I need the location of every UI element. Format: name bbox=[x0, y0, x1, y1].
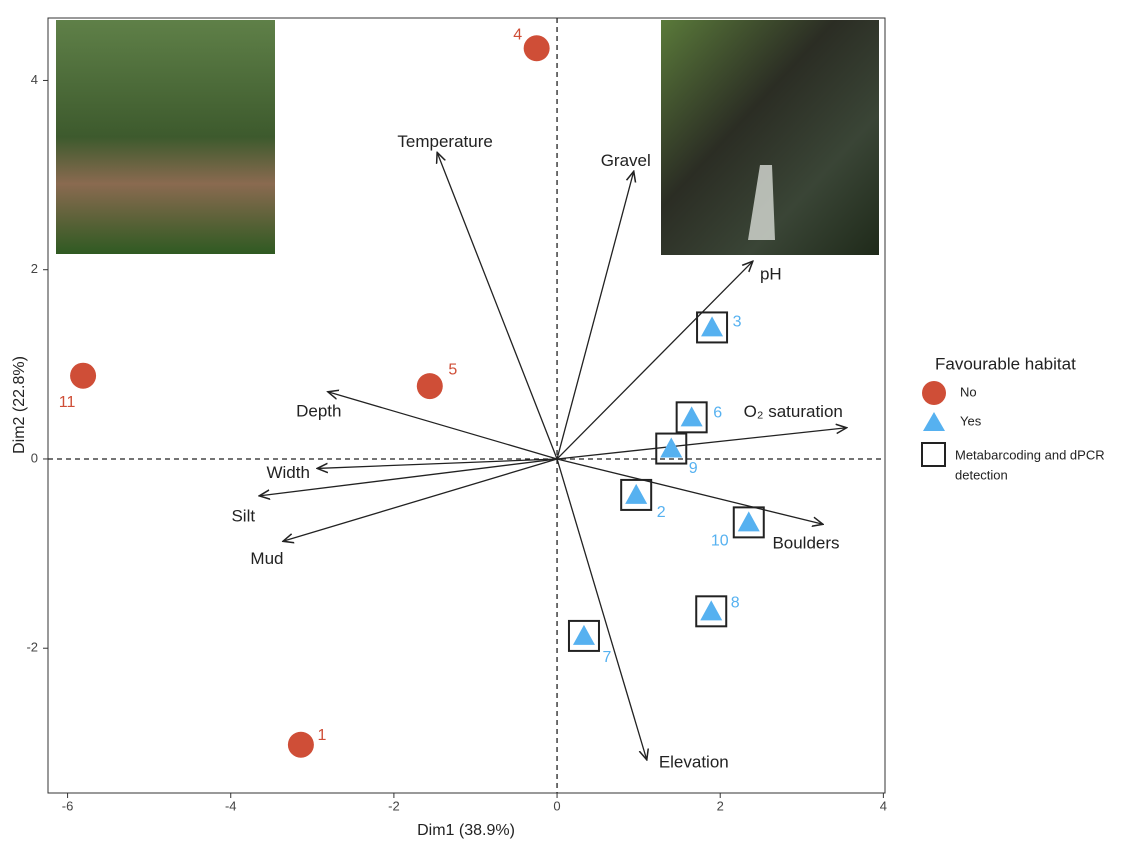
point bbox=[572, 624, 595, 645]
loading-arrow bbox=[317, 458, 558, 468]
x-tick-label: -4 bbox=[225, 798, 237, 813]
point bbox=[701, 316, 724, 337]
variable-label: Temperature bbox=[397, 132, 492, 151]
variable-label: Elevation bbox=[659, 752, 729, 771]
detection-box bbox=[620, 478, 653, 511]
point bbox=[680, 406, 703, 427]
detection-box bbox=[567, 619, 600, 652]
point bbox=[625, 483, 648, 504]
point-label: 6 bbox=[713, 405, 722, 422]
x-tick-label: 0 bbox=[553, 798, 560, 813]
point-label: 4 bbox=[513, 26, 522, 43]
legend-box-label: detection bbox=[955, 467, 1008, 482]
point-label: 11 bbox=[59, 394, 76, 411]
legend-symbol bbox=[922, 381, 946, 405]
variable-label: Width bbox=[266, 463, 309, 482]
loading-arrow bbox=[283, 458, 558, 541]
photo-waterfall-detail bbox=[748, 165, 775, 240]
loading-arrow bbox=[328, 392, 558, 460]
point-label: 2 bbox=[657, 504, 666, 521]
point-label: 5 bbox=[448, 361, 457, 378]
loading-arrow bbox=[556, 458, 823, 524]
y-axis-title: Dim2 (22.8%) bbox=[11, 356, 28, 454]
y-tick-label: 0 bbox=[31, 450, 38, 465]
legend-box-label: Metabarcoding and dPCR bbox=[955, 447, 1105, 462]
loading-arrow bbox=[556, 428, 847, 460]
variable-label: Boulders bbox=[772, 534, 839, 553]
detection-box bbox=[655, 432, 688, 465]
point-label: 9 bbox=[689, 460, 698, 477]
detection-box bbox=[695, 595, 728, 628]
loading-arrow bbox=[437, 152, 558, 460]
detection-box bbox=[675, 401, 708, 434]
point bbox=[287, 731, 314, 758]
loading-arrow bbox=[556, 458, 647, 760]
variable-label: Depth bbox=[296, 401, 341, 420]
point bbox=[660, 437, 683, 458]
detection-box bbox=[732, 506, 765, 539]
legend-title: Favourable habitat bbox=[935, 354, 1076, 373]
x-axis-title: Dim1 (38.9%) bbox=[417, 822, 515, 839]
loading-arrow bbox=[556, 171, 634, 460]
point bbox=[70, 362, 97, 389]
variable-label: pH bbox=[760, 265, 782, 284]
variable-label: Silt bbox=[231, 506, 255, 525]
point bbox=[523, 35, 550, 62]
plot-frame bbox=[47, 17, 886, 794]
point-label: 10 bbox=[711, 533, 729, 550]
legend-label: No bbox=[960, 384, 977, 399]
detection-box bbox=[696, 311, 729, 344]
loading-arrow bbox=[556, 261, 753, 460]
x-tick-label: 2 bbox=[717, 798, 724, 813]
y-tick-label: 4 bbox=[31, 72, 38, 87]
point-label: 3 bbox=[733, 314, 742, 331]
variable-label: Mud bbox=[250, 549, 283, 568]
x-tick-label: -2 bbox=[388, 798, 400, 813]
loading-arrow bbox=[259, 458, 558, 496]
point bbox=[416, 373, 443, 400]
x-tick-label: -6 bbox=[62, 798, 74, 813]
y-tick-label: 2 bbox=[31, 261, 38, 276]
variable-label: Gravel bbox=[601, 151, 651, 170]
variable-label: O₂ saturation bbox=[744, 402, 843, 421]
photo-forest-stream bbox=[56, 20, 275, 254]
legend-box-symbol bbox=[921, 442, 946, 467]
point bbox=[700, 600, 723, 621]
legend-symbol bbox=[923, 412, 945, 431]
legend-label: Yes bbox=[960, 413, 982, 428]
point-label: 7 bbox=[603, 649, 612, 666]
point-label: 8 bbox=[731, 595, 740, 612]
point-label: 1 bbox=[317, 727, 326, 744]
x-tick-label: 4 bbox=[880, 798, 887, 813]
point bbox=[737, 511, 760, 532]
y-tick-label: -2 bbox=[26, 640, 38, 655]
